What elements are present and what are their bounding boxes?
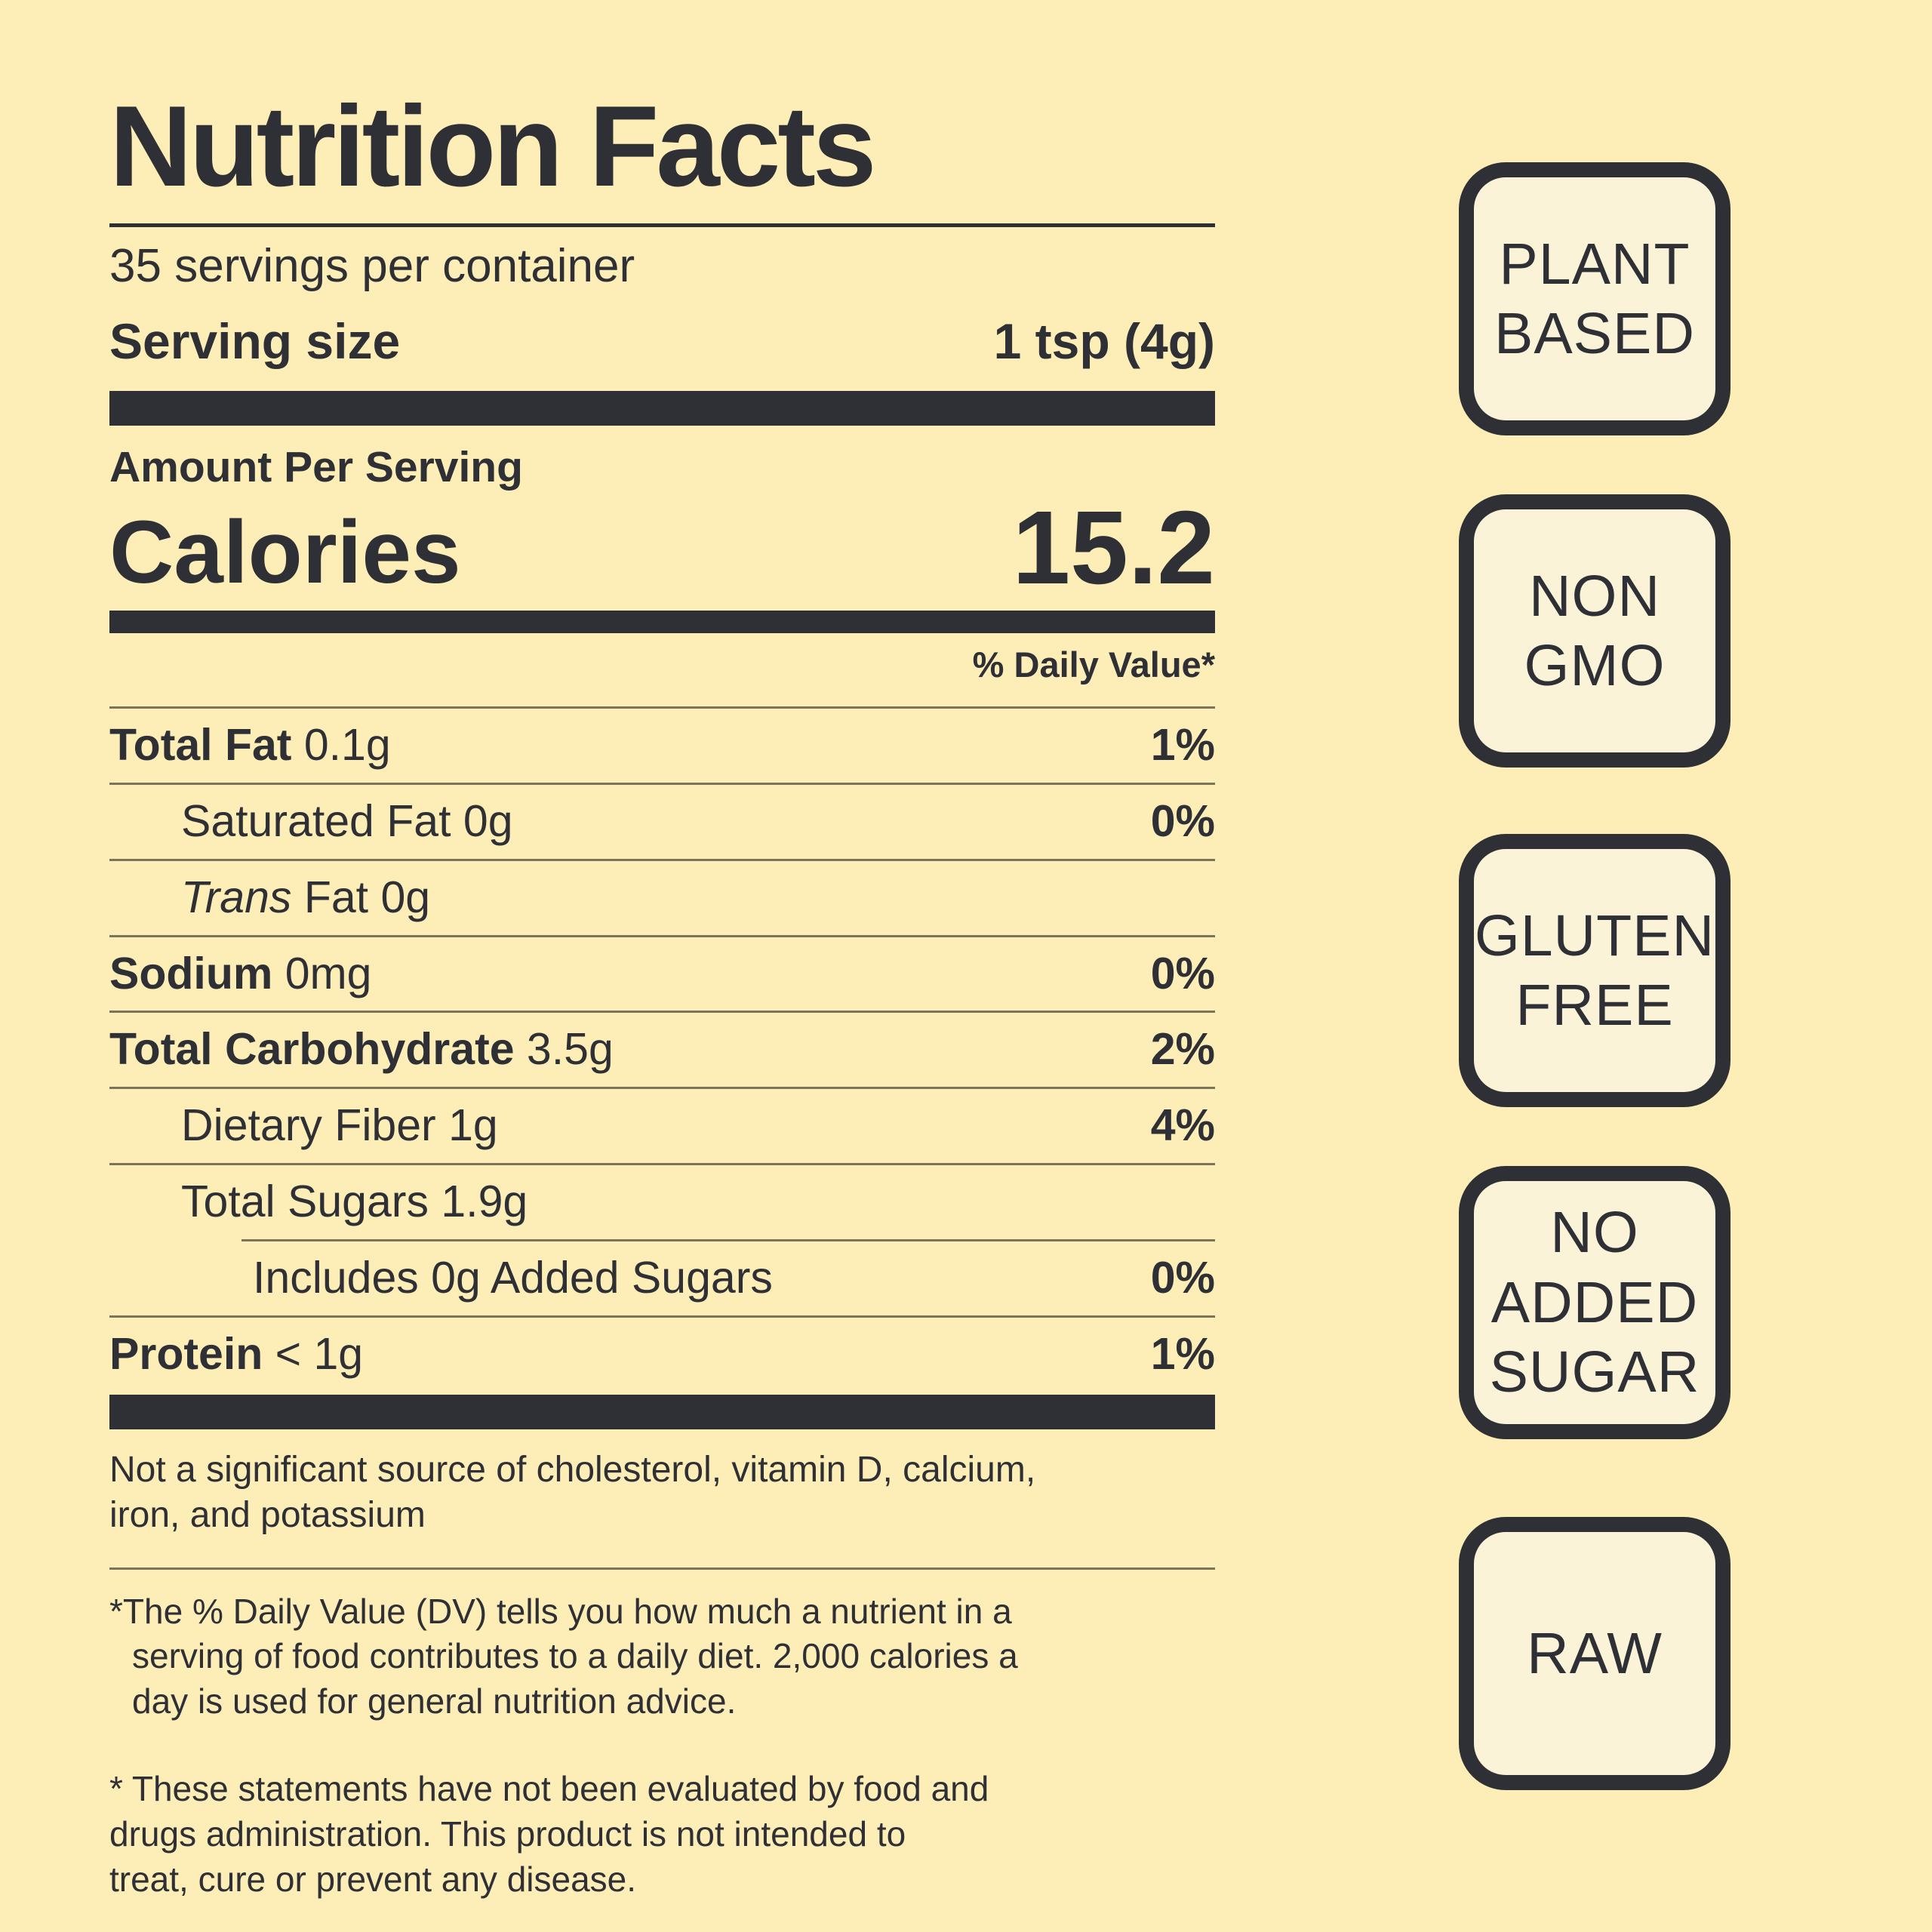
nutrient-label: Protein < 1g xyxy=(109,1329,363,1380)
nutrient-label: Total Fat 0.1g xyxy=(109,720,391,771)
calories-row: Calories 15.2 xyxy=(109,496,1215,600)
claim-badge: GLUTEN FREE xyxy=(1459,834,1730,1107)
daily-value-footnote: *The % Daily Value (DV) tells you how mu… xyxy=(109,1591,1018,1721)
nutrient-label: Total Carbohydrate 3.5g xyxy=(109,1024,614,1075)
nutrient-name: Protein xyxy=(109,1328,263,1379)
nutrient-label: Includes 0g Added Sugars xyxy=(109,1253,773,1304)
nutrient-row: Protein < 1g 1% xyxy=(109,1315,1215,1392)
claim-badge: RAW xyxy=(1459,1517,1730,1790)
indented-row-divider xyxy=(242,1238,1215,1241)
calories-value: 15.2 xyxy=(1012,489,1215,606)
nutrient-name: Includes 0g Added Sugars xyxy=(253,1252,773,1303)
daily-value-percent: 1% xyxy=(1150,1328,1215,1379)
claim-badge: PLANT BASED xyxy=(1459,162,1730,435)
claim-badge: NO ADDED SUGAR xyxy=(1459,1166,1730,1439)
nutrient-amount: 0g xyxy=(451,795,513,846)
title-divider xyxy=(109,223,1215,227)
serving-size-label: Serving size xyxy=(109,313,401,370)
nutrient-label: Trans Fat 0g xyxy=(109,872,430,924)
daily-value-percent: 0% xyxy=(1150,795,1215,846)
nutrient-label: Total Sugars 1.9g xyxy=(109,1177,528,1228)
daily-value-percent: 4% xyxy=(1150,1100,1215,1151)
nutrition-facts-panel: Nutrition Facts 35 servings per containe… xyxy=(109,89,1215,1902)
nutrition-facts-title: Nutrition Facts xyxy=(109,82,876,211)
daily-value-percent: 2% xyxy=(1150,1024,1215,1075)
fda-disclaimer: * These statements have not been evaluat… xyxy=(109,1768,989,1899)
nutrient-rows: Total Fat 0.1g 1% Saturated Fat 0g 0% Trans … xyxy=(109,706,1215,1392)
footnote-divider xyxy=(109,1567,1215,1570)
claim-badge-label: NON GMO xyxy=(1524,563,1666,698)
nutrient-amount: 3.5g xyxy=(514,1024,614,1075)
nutrient-amount: 0.1g xyxy=(291,719,391,770)
nutrient-amount: 1g xyxy=(435,1100,498,1151)
daily-value-percent: 1% xyxy=(1150,719,1215,770)
not-significant-note: Not a significant source of cholesterol,… xyxy=(109,1449,1036,1536)
nutrient-label: Dietary Fiber 1g xyxy=(109,1100,498,1152)
daily-value-percent: 0% xyxy=(1150,948,1215,998)
nutrient-name: Dietary Fiber xyxy=(181,1100,436,1151)
claim-badge-label: NO ADDED SUGAR xyxy=(1489,1200,1700,1405)
nutrient-row: Includes 0g Added Sugars 0% xyxy=(109,1241,1215,1315)
calories-label: Calories xyxy=(109,503,461,603)
serving-size-value: 1 tsp (4g) xyxy=(993,313,1215,370)
thick-divider-calories xyxy=(109,610,1215,633)
nutrient-row: Dietary Fiber 1g 4% xyxy=(109,1087,1215,1163)
claim-badge: NON GMO xyxy=(1459,494,1730,768)
nutrient-row: Total Carbohydrate 3.5g 2% xyxy=(109,1011,1215,1087)
nutrient-amount: 1.9g xyxy=(428,1177,528,1227)
nutrient-row: Total Sugars 1.9g xyxy=(109,1163,1215,1239)
claim-badge-label: PLANT BASED xyxy=(1494,231,1696,366)
nutrient-name: Trans xyxy=(181,872,292,922)
nutrient-name: Total Fat xyxy=(109,719,292,770)
nutrient-label: Sodium 0mg xyxy=(109,949,372,1000)
nutrient-row: Trans Fat 0g xyxy=(109,858,1215,935)
nutrient-name: Saturated Fat xyxy=(181,795,451,846)
nutrient-row: Total Fat 0.1g 1% xyxy=(109,706,1215,783)
nutrient-amount: Fat 0g xyxy=(291,872,431,922)
nutrient-name: Sodium xyxy=(109,948,273,998)
nutrient-name: Total Carbohydrate xyxy=(109,1024,515,1075)
thick-divider-top xyxy=(109,391,1215,426)
nutrient-amount: < 1g xyxy=(263,1328,364,1379)
claim-badge-label: GLUTEN FREE xyxy=(1474,903,1715,1038)
nutrient-row: Sodium 0mg 0% xyxy=(109,934,1215,1011)
serving-size-row: Serving size 1 tsp (4g) xyxy=(109,312,1215,370)
nutrient-name: Total Sugars xyxy=(181,1177,429,1227)
claim-badge-label: RAW xyxy=(1527,1620,1663,1686)
servings-per-container: 35 servings per container xyxy=(109,240,635,292)
amount-per-serving-label: Amount Per Serving xyxy=(109,443,523,492)
nutrient-row: Saturated Fat 0g 0% xyxy=(109,782,1215,859)
nutrient-label: Saturated Fat 0g xyxy=(109,796,513,848)
daily-value-header: % Daily Value* xyxy=(972,644,1215,685)
thick-divider-bottom xyxy=(109,1394,1215,1429)
daily-value-percent: 0% xyxy=(1150,1252,1215,1303)
nutrient-amount: 0mg xyxy=(272,948,372,998)
